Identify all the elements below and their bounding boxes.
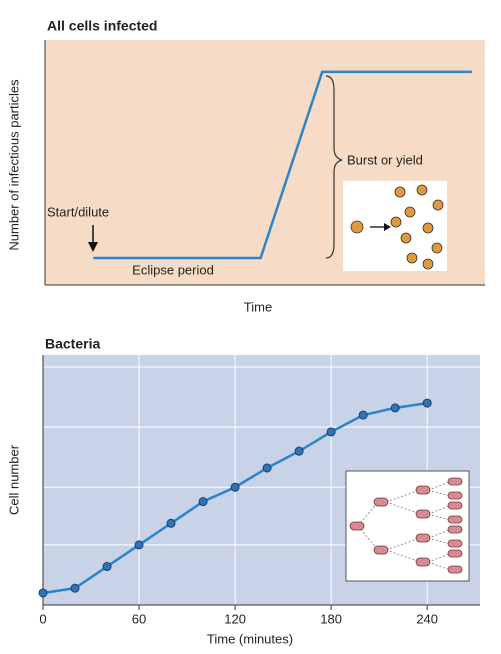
- cell: [415, 557, 431, 567]
- x-tick-label: 0: [39, 611, 46, 626]
- data-point: [262, 463, 272, 473]
- cell: [447, 491, 463, 500]
- x-axis-label: Time: [244, 299, 272, 314]
- y-axis-label: Number of infectious particles: [6, 79, 21, 251]
- data-point: [102, 562, 112, 572]
- data-line: [93, 70, 472, 260]
- phage: [416, 184, 428, 196]
- brace-path: [325, 75, 343, 259]
- arrow-head: [88, 242, 98, 252]
- icon-box: [345, 470, 470, 582]
- phage: [422, 258, 434, 270]
- annotation: Burst or yield: [347, 152, 423, 167]
- x-tick-label: 240: [416, 611, 438, 626]
- phage: [390, 216, 402, 228]
- cell: [447, 565, 463, 574]
- brace: [325, 75, 343, 259]
- cell: [447, 525, 463, 534]
- phage: [406, 252, 418, 264]
- cell: [447, 477, 463, 486]
- arrow-head: [384, 223, 391, 231]
- chart: All cells infected Time Number of infectio…: [6, 18, 485, 314]
- cell: [415, 533, 431, 543]
- arrow: [88, 225, 98, 252]
- cell: [447, 549, 463, 558]
- data-point: [166, 518, 176, 528]
- data-point: [294, 446, 304, 456]
- cell: [447, 515, 463, 524]
- cell: [447, 501, 463, 510]
- data-point: [390, 403, 400, 413]
- cell: [373, 545, 389, 555]
- annotation: Eclipse period: [132, 262, 214, 277]
- phage: [432, 199, 444, 211]
- data-point: [70, 583, 80, 593]
- data-point: [422, 398, 432, 408]
- data-point: [198, 497, 208, 507]
- x-tick-label: 120: [224, 611, 246, 626]
- x-tick-label: 60: [132, 611, 146, 626]
- cell: [415, 485, 431, 495]
- x-axis-label: Time (minutes): [207, 631, 293, 646]
- phage: [350, 220, 364, 234]
- phage: [422, 222, 434, 234]
- phage: [400, 232, 412, 244]
- data-point: [358, 410, 368, 420]
- phage: [404, 206, 416, 218]
- data-point: [134, 540, 144, 550]
- y-axis-label: Cell number: [6, 444, 21, 515]
- annotation: Start/dilute: [47, 204, 109, 219]
- cell: [373, 497, 389, 507]
- chart-title: Bacteria: [45, 336, 100, 352]
- data-point: [230, 482, 240, 492]
- cell: [415, 509, 431, 519]
- data-point: [326, 427, 336, 437]
- cell: [349, 521, 365, 531]
- phage-icon: [343, 181, 447, 271]
- x-tick-label: 180: [320, 611, 342, 626]
- data-point: [38, 588, 48, 598]
- phage: [431, 242, 443, 254]
- phage: [394, 186, 406, 198]
- bacteria-icon: [345, 470, 470, 582]
- cell: [447, 539, 463, 548]
- chart-title: All cells infected: [47, 18, 157, 34]
